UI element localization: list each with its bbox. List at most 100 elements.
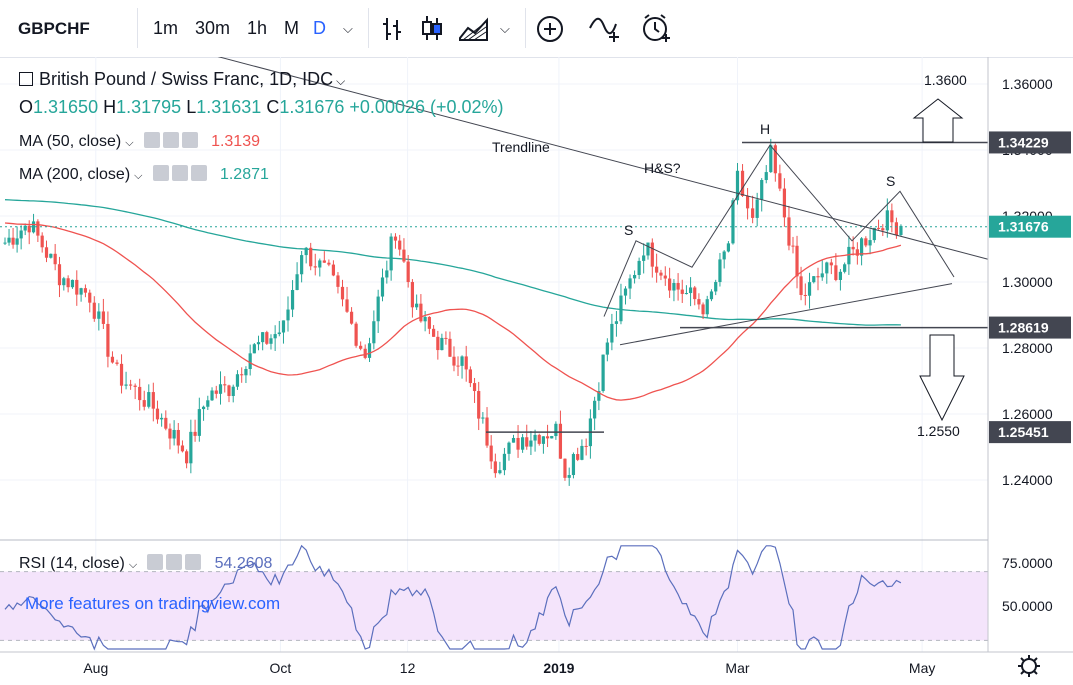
candle-body [464, 356, 468, 370]
chevron-down-icon[interactable]: ⌵ [500, 21, 510, 36]
alert-icon[interactable] [640, 12, 672, 44]
candle-body [27, 225, 31, 233]
candle-body [318, 260, 322, 268]
watermark-link[interactable]: More features on tradingview.com [25, 594, 280, 613]
candle-body [787, 217, 791, 246]
candle-body [663, 275, 667, 279]
candle-body [859, 238, 864, 256]
trendline [217, 57, 989, 260]
gear-icon[interactable] [171, 165, 188, 181]
time-label: May [909, 660, 935, 676]
candle-body [709, 291, 714, 300]
gear-icon[interactable] [166, 554, 183, 570]
right-shoulder-label: S [886, 173, 895, 189]
candle-body [773, 145, 777, 174]
close-icon[interactable] [181, 132, 198, 148]
time-label: Aug [83, 660, 108, 676]
interval-1m[interactable]: 1m [153, 18, 179, 38]
close-label: C [266, 97, 280, 117]
candle-body [138, 386, 142, 401]
candle-body [851, 246, 855, 250]
candle-body [769, 145, 773, 173]
gear-icon[interactable] [162, 132, 179, 148]
candle-style-icon[interactable] [420, 14, 444, 42]
price-chart[interactable]: Trendline H&S? S H S 1.3600 1.2550 1.360… [0, 57, 1073, 685]
candle-body [825, 262, 829, 274]
chevron-down-icon[interactable]: ⌵ [125, 137, 134, 149]
candle-body [244, 369, 248, 376]
price-tick-label: 1.30000 [1002, 274, 1053, 290]
candle-body [147, 392, 151, 407]
symbol-search[interactable]: GBPCHF [18, 19, 90, 38]
settings-gear-icon[interactable] [1018, 655, 1040, 677]
candle-body [214, 390, 218, 394]
eye-icon[interactable] [143, 132, 160, 148]
open-value: 1.31650 [33, 97, 99, 117]
candle-body [610, 323, 614, 343]
candle-body [847, 246, 851, 265]
candle-body [359, 345, 363, 349]
candle-body [393, 236, 398, 241]
chevron-down-icon[interactable]: ⌵ [128, 559, 138, 571]
chevron-down-icon[interactable]: ⌵ [336, 74, 346, 88]
candle-body [593, 400, 597, 419]
chevron-down-icon[interactable]: ⌵ [343, 21, 353, 36]
close-icon[interactable] [190, 165, 207, 181]
collapse-icon[interactable] [19, 72, 33, 86]
candle-body [745, 195, 750, 209]
target-down-label: 1.2550 [917, 423, 960, 439]
rsi-polyline [4, 544, 902, 651]
rsi-label[interactable]: RSI (14, close) [19, 555, 125, 572]
candle-body [172, 429, 176, 439]
ma50-label[interactable]: MA (50, close) [19, 133, 122, 150]
arrow-up-icon [912, 98, 964, 143]
rsi-band [0, 571, 988, 641]
left-shoulder-label: S [624, 222, 633, 238]
rsi-legend: RSI (14, close) ⌵ 54.2608 [19, 554, 272, 573]
series-title[interactable]: British Pound / Swiss Franc, 1D, IDC [39, 69, 334, 89]
close-icon[interactable] [185, 554, 202, 570]
candle-body [168, 428, 172, 439]
interval-30m[interactable]: 30m [195, 18, 231, 38]
candle-body [218, 384, 223, 394]
candle-body [705, 299, 709, 315]
candle-body [265, 332, 269, 344]
candle-body [160, 417, 164, 420]
candle-body [601, 354, 605, 392]
candle-body [3, 242, 7, 244]
candle-body [436, 336, 440, 351]
candle-body [313, 266, 317, 268]
indicators-icon[interactable] [588, 14, 624, 44]
candle-body [614, 321, 619, 324]
candle-body [331, 264, 336, 276]
price-tag-label: 1.31676 [998, 219, 1049, 235]
candle-body [688, 287, 693, 294]
area-style-icon[interactable] [458, 16, 490, 42]
rsi-tick-label: 75.0000 [1002, 555, 1053, 571]
eye-icon[interactable] [147, 554, 164, 570]
candle-body [885, 210, 889, 231]
candle-body [300, 255, 304, 275]
add-compare-icon[interactable] [536, 15, 564, 43]
candle-body [235, 374, 240, 387]
interval-1h[interactable]: 1h [247, 18, 268, 38]
candles [3, 138, 903, 486]
chevron-down-icon[interactable]: ⌵ [134, 170, 143, 182]
bar-style-icon[interactable] [380, 16, 404, 42]
hs-label: H&S? [644, 160, 681, 176]
eye-icon[interactable] [152, 165, 169, 181]
toolbar-divider [137, 8, 138, 48]
candle-body [340, 286, 345, 300]
candle-body [855, 249, 859, 256]
interval-month[interactable]: M [284, 18, 299, 38]
ma50-polyline [4, 222, 902, 401]
time-axis[interactable]: Aug Oct 12 2019 Mar May [83, 660, 935, 676]
price-tag [989, 421, 1071, 444]
candle-body [185, 451, 189, 464]
candle-body [70, 279, 75, 288]
candle-body [62, 278, 66, 286]
ma200-label[interactable]: MA (200, close) [19, 166, 131, 183]
candle-body [541, 436, 546, 444]
interval-day[interactable]: D [313, 18, 326, 38]
candle-body [502, 453, 507, 471]
